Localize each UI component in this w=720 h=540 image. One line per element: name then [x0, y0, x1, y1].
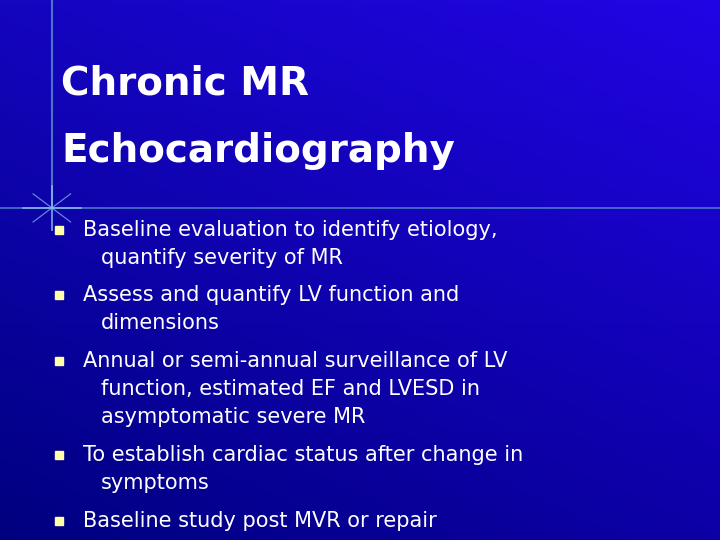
Text: To establish cardiac status after change in: To establish cardiac status after change…: [83, 445, 523, 465]
Text: Assess and quantify LV function and: Assess and quantify LV function and: [83, 285, 459, 306]
Text: quantify severity of MR: quantify severity of MR: [101, 247, 343, 268]
Text: Baseline study post MVR or repair: Baseline study post MVR or repair: [83, 511, 436, 531]
Text: asymptomatic severe MR: asymptomatic severe MR: [101, 407, 365, 428]
Text: Baseline evaluation to identify etiology,: Baseline evaluation to identify etiology…: [83, 219, 498, 240]
Text: Echocardiography: Echocardiography: [61, 132, 455, 170]
Text: dimensions: dimensions: [101, 313, 220, 334]
Text: Annual or semi-annual surveillance of LV: Annual or semi-annual surveillance of LV: [83, 351, 507, 372]
Text: symptoms: symptoms: [101, 473, 210, 494]
Text: Chronic MR: Chronic MR: [61, 65, 309, 103]
Text: function, estimated EF and LVESD in: function, estimated EF and LVESD in: [101, 379, 480, 400]
